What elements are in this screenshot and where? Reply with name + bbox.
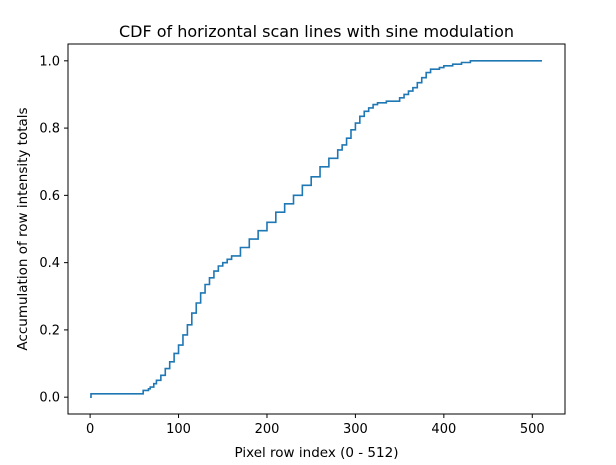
plot-area	[90, 60, 543, 398]
x-tick-label: 400	[431, 422, 456, 437]
x-tick-label: 200	[255, 422, 280, 437]
plot-frame	[67, 43, 566, 415]
y-tick-label: 0.4	[39, 256, 60, 271]
x-tick-label: 300	[343, 422, 368, 437]
x-axis-title: Pixel row index (0 - 512)	[235, 445, 399, 461]
y-tick-label: 0.6	[39, 189, 60, 204]
y-axis: 0.0 0.2 0.4 0.6 0.8 1.0	[39, 54, 68, 406]
x-axis: 0 100 200 300 400 500	[86, 414, 545, 437]
y-tick-label: 0.8	[39, 122, 60, 137]
y-axis-title: Accumulation of row intensity totals	[15, 107, 31, 350]
chart-title: CDF of horizontal scan lines with sine m…	[119, 22, 514, 41]
x-tick-label: 500	[520, 422, 545, 437]
x-tick-label: 0	[86, 422, 94, 437]
x-tick-label: 100	[166, 422, 191, 437]
y-tick-label: 0.2	[39, 323, 60, 338]
cdf-series-line	[90, 60, 543, 398]
y-tick-label: 1.0	[39, 54, 60, 69]
y-tick-label: 0.0	[39, 391, 60, 406]
